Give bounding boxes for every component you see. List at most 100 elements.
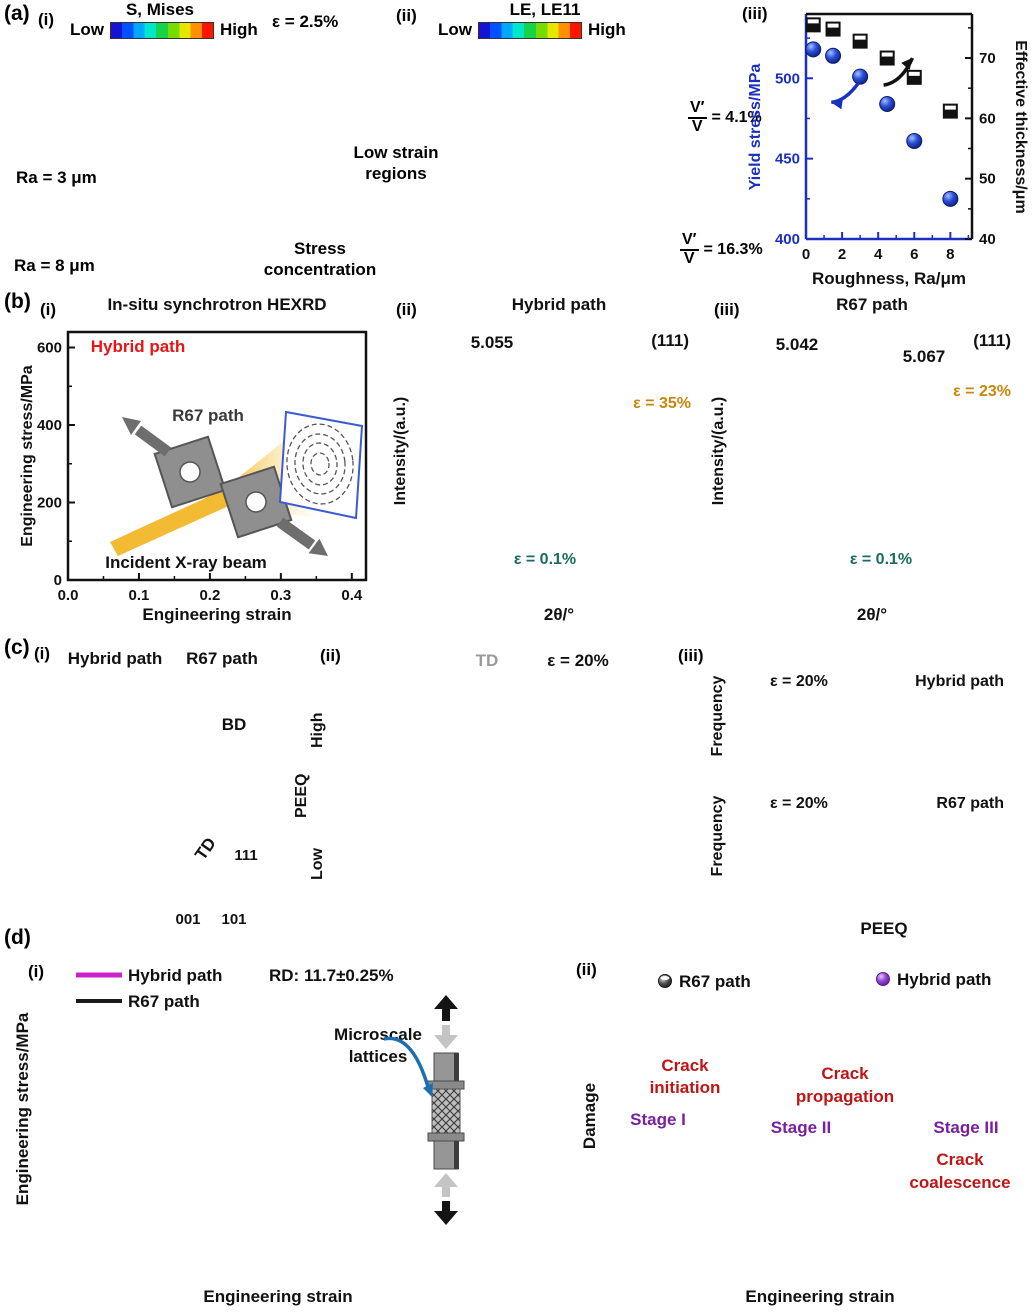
a-iii-canvas: 400 450 500 40 50 60 70 0 2 4 6 8	[775, 12, 996, 263]
b-iii-peak-label-1: 5.042	[776, 335, 819, 354]
b-iii-title: R67 path	[836, 295, 908, 314]
pull-arrow-left-icon	[134, 425, 172, 457]
a-i-colorbar-high-label: High	[220, 20, 258, 39]
detector-panel-icon	[278, 410, 364, 520]
d-ii-crack-coalescence-1: Crack	[936, 1150, 984, 1169]
b-ii-eps-top-label: ε = 35%	[633, 395, 691, 412]
b-i-inset-hexrd-setup	[110, 410, 364, 556]
panel-b-i-label: (i)	[40, 300, 57, 319]
a-i-colorbar: Low High	[70, 20, 258, 40]
c-peeq-low-label: Low	[309, 847, 326, 880]
b-iii-hkl-label: (111)	[973, 331, 1011, 350]
a-ii-colorbar-title: LE, LE11	[509, 0, 581, 19]
d-i-xlabel: Engineering strain	[203, 1287, 352, 1306]
panel-a-ii-label: (ii)	[396, 6, 417, 25]
pull-arrow-left-head-icon	[122, 417, 141, 435]
svg-text:0.4: 0.4	[341, 587, 363, 604]
b-iii-ylabel: Intensity/(a.u.)	[711, 397, 727, 505]
b-ii-ylabel: Intensity/(a.u.)	[393, 397, 409, 505]
d-ii-stage2-label: Stage II	[771, 1118, 831, 1137]
svg-text:200: 200	[37, 495, 62, 512]
panel-d-i-label: (i)	[28, 962, 45, 981]
c-i-ipf-001-label: 001	[175, 911, 200, 928]
panel-b-iii-label: (iii)	[714, 300, 740, 319]
b-i-xlabel: Engineering strain	[142, 605, 291, 624]
a-ii-volume-fraction-bottom: V′ V = 16.3%	[680, 231, 763, 268]
a-iii-ylabel-left: Yield stress/MPa	[747, 64, 764, 191]
svg-text:40: 40	[979, 231, 996, 248]
c-iii-ylabel-top: Frequency	[710, 675, 726, 756]
pull-arrow-right-icon	[276, 517, 316, 550]
svg-text:600: 600	[37, 340, 62, 357]
load-arrow-up-icon	[434, 995, 458, 1021]
c-i-bd-label: BD	[222, 715, 247, 734]
a-iii-xlabel: Roughness, Ra/μm	[812, 269, 966, 288]
a-ii-fraction-value-bottom: = 16.3%	[703, 240, 763, 258]
c-iii-name-bottom: R67 path	[936, 795, 1004, 812]
xray-beam-icon	[110, 490, 233, 556]
b-iii-eps-bottom-label: ε = 0.1%	[850, 551, 912, 568]
b-i-beam-annotation: Incident X-ray beam	[105, 553, 267, 572]
a-ii-fraction-value-top: = 4.1%	[711, 108, 762, 126]
d-ii-damage-chart: R67 path Hybrid path Stage I Stage II St…	[583, 970, 1011, 1306]
b-ii-hkl-label: (111)	[651, 331, 689, 350]
b-iii-peak-label-2: 5.067	[903, 347, 946, 366]
svg-text:6: 6	[910, 246, 918, 263]
panel-c-iii-label: (iii)	[678, 646, 704, 665]
a-ii-fraction-numerator: V′	[688, 99, 707, 119]
b-ii-xrd-chart: Hybrid path Intensity/(a.u.) 2θ/° 5.055 …	[393, 295, 691, 624]
svg-text:4: 4	[874, 246, 883, 263]
d-ii-legend-r67-marker-cap	[660, 976, 670, 980]
inset-pointer-arrow-icon	[383, 1036, 430, 1088]
a-i-strain-label: ε = 2.5%	[272, 12, 339, 31]
svg-text:0: 0	[54, 572, 62, 589]
b-i-ylabel: Engineering stress/MPa	[19, 365, 36, 546]
d-i-ylabel: Engineering stress/MPa	[14, 1012, 32, 1205]
grip-shadow-bottom-icon	[454, 1141, 459, 1169]
c-ii-eps-label: ε = 20%	[547, 651, 608, 670]
a-ii-colorbar-gradient	[478, 21, 582, 39]
svg-text:0.1: 0.1	[129, 587, 150, 604]
a-ii-low-strain-line1: Low strain	[353, 143, 439, 162]
c-i-td-label: TD	[191, 834, 220, 863]
panel-a-iii-label: (iii)	[742, 4, 768, 23]
b-i-hybrid-label: Hybrid path	[91, 337, 185, 356]
a-ii-volume-fraction-top: V′ V = 4.1%	[688, 99, 762, 136]
c-iii-eps-bottom: ε = 20%	[770, 795, 828, 812]
b-i-title: In-situ synchrotron HEXRD	[107, 295, 326, 314]
b-i-r67-label: R67 path	[172, 406, 244, 425]
a-ii-fraction-stack-top: V′ V	[688, 99, 707, 136]
c-iii-histogram-chart: Frequency Frequency PEEQ ε = 20% Hybrid …	[710, 673, 1004, 938]
d-ii-crack-propagation-2: propagation	[796, 1087, 894, 1106]
c-i-ipf-111-label: 111	[234, 847, 257, 864]
inset-pointer-arrowhead-icon	[423, 1083, 433, 1097]
d-ii-xlabel: Engineering strain	[745, 1287, 894, 1306]
panel-b-ii-label: (ii)	[396, 300, 417, 319]
d-ii-crack-coalescence-2: coalescence	[909, 1173, 1010, 1192]
d-i-inset-label-2: lattices	[349, 1047, 408, 1066]
a-iii-ylabel-right: Effective thickness/μm	[1012, 40, 1029, 213]
panel-c-label: (c)	[4, 636, 30, 659]
svg-text:50: 50	[979, 171, 996, 188]
flange-bottom-icon	[427, 1132, 465, 1142]
specimen-plate-left-icon	[153, 435, 227, 509]
d-ii-legend-r67-label: R67 path	[679, 972, 751, 991]
a-i-stress-annotation-line2: concentration	[263, 260, 377, 280]
load-arrow-up-light-icon	[434, 1173, 458, 1197]
svg-text:60: 60	[979, 110, 996, 127]
c-iii-xlabel: PEEQ	[860, 919, 907, 938]
d-i-inset-label-1: Microscale	[334, 1025, 422, 1044]
d-ii-legend-hybrid-label: Hybrid path	[897, 970, 991, 989]
d-ii-ylabel: Damage	[583, 1083, 599, 1149]
svg-text:0.3: 0.3	[270, 587, 291, 604]
svg-text:500: 500	[775, 70, 800, 87]
svg-text:0.2: 0.2	[199, 587, 220, 604]
b-i-canvas: 0 200 400 600 0.0 0.1 0.2 0.3 0.4	[37, 330, 368, 604]
panel-c-i-label: (i)	[34, 644, 51, 663]
panel-d-ii-label: (ii)	[576, 960, 597, 979]
a-i-colorbar-low-label: Low	[70, 20, 104, 39]
d-ii-crack-initiation-1: Crack	[661, 1056, 709, 1075]
a-i-stress-annotation-line1: Stress	[294, 239, 346, 258]
load-arrow-down-light-icon	[434, 1025, 458, 1049]
